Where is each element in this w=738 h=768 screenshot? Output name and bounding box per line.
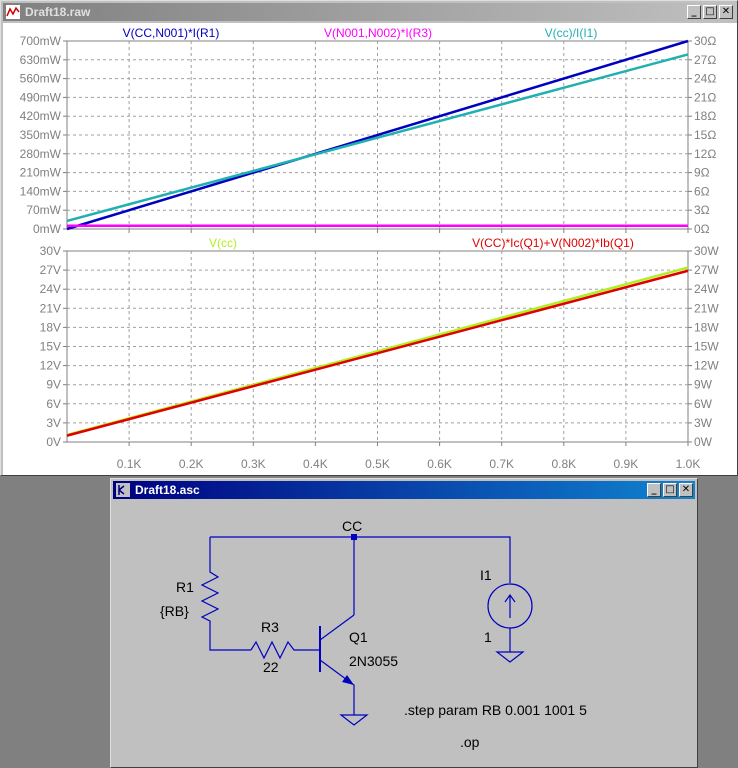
wire-r3[interactable] xyxy=(250,640,320,660)
plot-window-title: Draft18.raw xyxy=(25,5,91,19)
y2-tick-label: 6W xyxy=(694,397,713,411)
x-tick-label: 0.5K xyxy=(365,457,390,471)
r1-value[interactable]: {RB} xyxy=(160,603,189,619)
y2-tick-label: 30Ω xyxy=(694,34,716,48)
schematic-icon xyxy=(116,483,130,497)
y2-tick-label: 24Ω xyxy=(694,72,716,86)
close-button[interactable]: ✕ xyxy=(719,5,733,19)
junction-dot xyxy=(351,534,357,540)
y-tick-label: 700mW xyxy=(20,34,62,48)
schematic-canvas[interactable]: CC R1 {RB} R3 22 Q1 2N3055 I1 1 .step pa… xyxy=(114,500,694,760)
plot-area[interactable]: 700mW 630mW 560mW 490mW 420mW 350mW 280mW 210mW… xyxy=(3,23,737,475)
x-tick-label: 0.3K xyxy=(241,457,266,471)
y-tick-label: 350mW xyxy=(20,128,62,142)
trace-label-r3[interactable]: V(N001,N002)*I(R3) xyxy=(324,26,432,40)
y2-tick-label: 12W xyxy=(694,359,719,373)
trace-line[interactable] xyxy=(66,53,689,223)
y-tick-label: 560mW xyxy=(20,72,62,86)
y-tick-label: 630mW xyxy=(20,53,62,67)
step-directive[interactable]: .step param RB 0.001 1001 5 xyxy=(404,702,587,718)
i1-name[interactable]: I1 xyxy=(480,567,492,583)
y2-tick-label: 9Ω xyxy=(694,166,710,180)
y2-tick-label: 18W xyxy=(694,320,719,334)
x-tick-label: 0.8K xyxy=(551,457,576,471)
trace-label-i1[interactable]: V(cc)/I(I1) xyxy=(545,26,598,40)
plot-window: Draft18.raw _ □ ✕ 700mW 630mW 560mW 490mW 42… xyxy=(0,0,738,476)
q1-model[interactable]: 2N3055 xyxy=(349,653,398,669)
y-tick-label: 280mW xyxy=(20,147,62,161)
i1-value[interactable]: 1 xyxy=(484,629,492,645)
y-tick-label: 0V xyxy=(46,435,61,449)
y-tick-label: 27V xyxy=(40,263,61,277)
y-tick-label: 18V xyxy=(40,320,61,334)
y2-tick-label: 21W xyxy=(694,301,719,315)
maximize-button[interactable]: □ xyxy=(703,5,717,19)
y2-tick-label: 12Ω xyxy=(694,147,716,161)
y-tick-label: 15V xyxy=(40,340,61,354)
y-tick-label: 3V xyxy=(46,416,61,430)
y-tick-label: 70mW xyxy=(26,203,61,217)
trace-line[interactable] xyxy=(66,269,689,437)
trace-label-vcc[interactable]: V(cc) xyxy=(209,236,237,250)
y2-tick-label: 6Ω xyxy=(694,184,710,198)
close-button[interactable]: ✕ xyxy=(679,483,693,497)
y-tick-label: 0mW xyxy=(33,222,62,236)
x-tick-label: 0.2K xyxy=(179,457,204,471)
y-tick-label: 21V xyxy=(40,301,61,315)
y-tick-label: 210mW xyxy=(20,166,62,180)
q1-emitter-arrow xyxy=(342,675,354,685)
waveform-icon xyxy=(6,5,20,19)
y-tick-label: 490mW xyxy=(20,90,62,104)
bottom-pane: 30V 27V 24V 21V 18V 15V 12V 9V 6V 3V 0V 30W 27W 24W 2… xyxy=(40,236,720,449)
schematic-titlebar[interactable]: Draft18.asc _ □ ✕ xyxy=(113,481,695,499)
wire-cc-top[interactable] xyxy=(210,536,511,562)
x-tick-label: 0.1K xyxy=(117,457,142,471)
y2-tick-label: 27Ω xyxy=(694,53,716,67)
top-pane: 700mW 630mW 560mW 490mW 420mW 350mW 280mW 210mW… xyxy=(20,26,717,236)
x-tick-label: 0.7K xyxy=(489,457,514,471)
y2-tick-label: 15W xyxy=(694,340,719,354)
minimize-button[interactable]: _ xyxy=(647,483,661,497)
ground-q1[interactable] xyxy=(339,705,369,726)
trace-line[interactable] xyxy=(66,39,689,231)
y-tick-label: 6V xyxy=(46,397,61,411)
y-tick-label: 24V xyxy=(40,282,61,296)
y2-tick-label: 3W xyxy=(694,416,713,430)
trace-label-r1[interactable]: V(CC,N001)*I(R1) xyxy=(123,26,220,40)
schematic-window: Draft18.asc _ □ ✕ xyxy=(110,478,698,768)
x-tick-label: 0.6K xyxy=(427,457,452,471)
plot-titlebar[interactable]: Draft18.raw _ □ ✕ xyxy=(3,3,735,21)
wire-r1[interactable] xyxy=(200,537,251,651)
op-directive[interactable]: .op xyxy=(460,734,480,750)
r1-name[interactable]: R1 xyxy=(176,579,194,595)
y2-tick-label: 18Ω xyxy=(694,109,716,123)
x-tick-label: 0.4K xyxy=(303,457,328,471)
x-tick-label: 0.9K xyxy=(614,457,639,471)
y2-tick-label: 0W xyxy=(694,435,713,449)
y2-tick-label: 0Ω xyxy=(694,222,710,236)
y-tick-label: 30V xyxy=(40,244,61,258)
y-tick-label: 9V xyxy=(46,378,61,392)
trace-label-q1-power[interactable]: V(CC)*Ic(Q1)+V(N002)*Ib(Q1) xyxy=(472,236,634,250)
r3-name[interactable]: R3 xyxy=(261,619,279,635)
x-axis: 0.1K 0.2K 0.3K 0.4K 0.5K 0.6K 0.7K 0.8K 0.9K 1.0K xyxy=(117,457,701,471)
y2-tick-label: 3Ω xyxy=(694,203,710,217)
y2-tick-label: 30W xyxy=(694,244,719,258)
y2-tick-label: 21Ω xyxy=(694,90,716,104)
net-label-cc[interactable]: CC xyxy=(342,518,362,534)
y2-tick-label: 27W xyxy=(694,263,719,277)
y-tick-label: 140mW xyxy=(20,184,62,198)
x-tick-label: 1.0K xyxy=(676,457,701,471)
r3-value[interactable]: 22 xyxy=(263,659,279,675)
minimize-button[interactable]: _ xyxy=(687,5,701,19)
maximize-button[interactable]: □ xyxy=(663,483,677,497)
y2-tick-label: 15Ω xyxy=(694,128,716,142)
y2-tick-label: 9W xyxy=(694,378,713,392)
y2-tick-label: 24W xyxy=(694,282,719,296)
y-tick-label: 12V xyxy=(40,359,61,373)
q1-name[interactable]: Q1 xyxy=(349,629,368,645)
ground-i1[interactable] xyxy=(495,651,525,663)
schematic-window-title: Draft18.asc xyxy=(135,483,200,497)
y-tick-label: 420mW xyxy=(20,109,62,123)
